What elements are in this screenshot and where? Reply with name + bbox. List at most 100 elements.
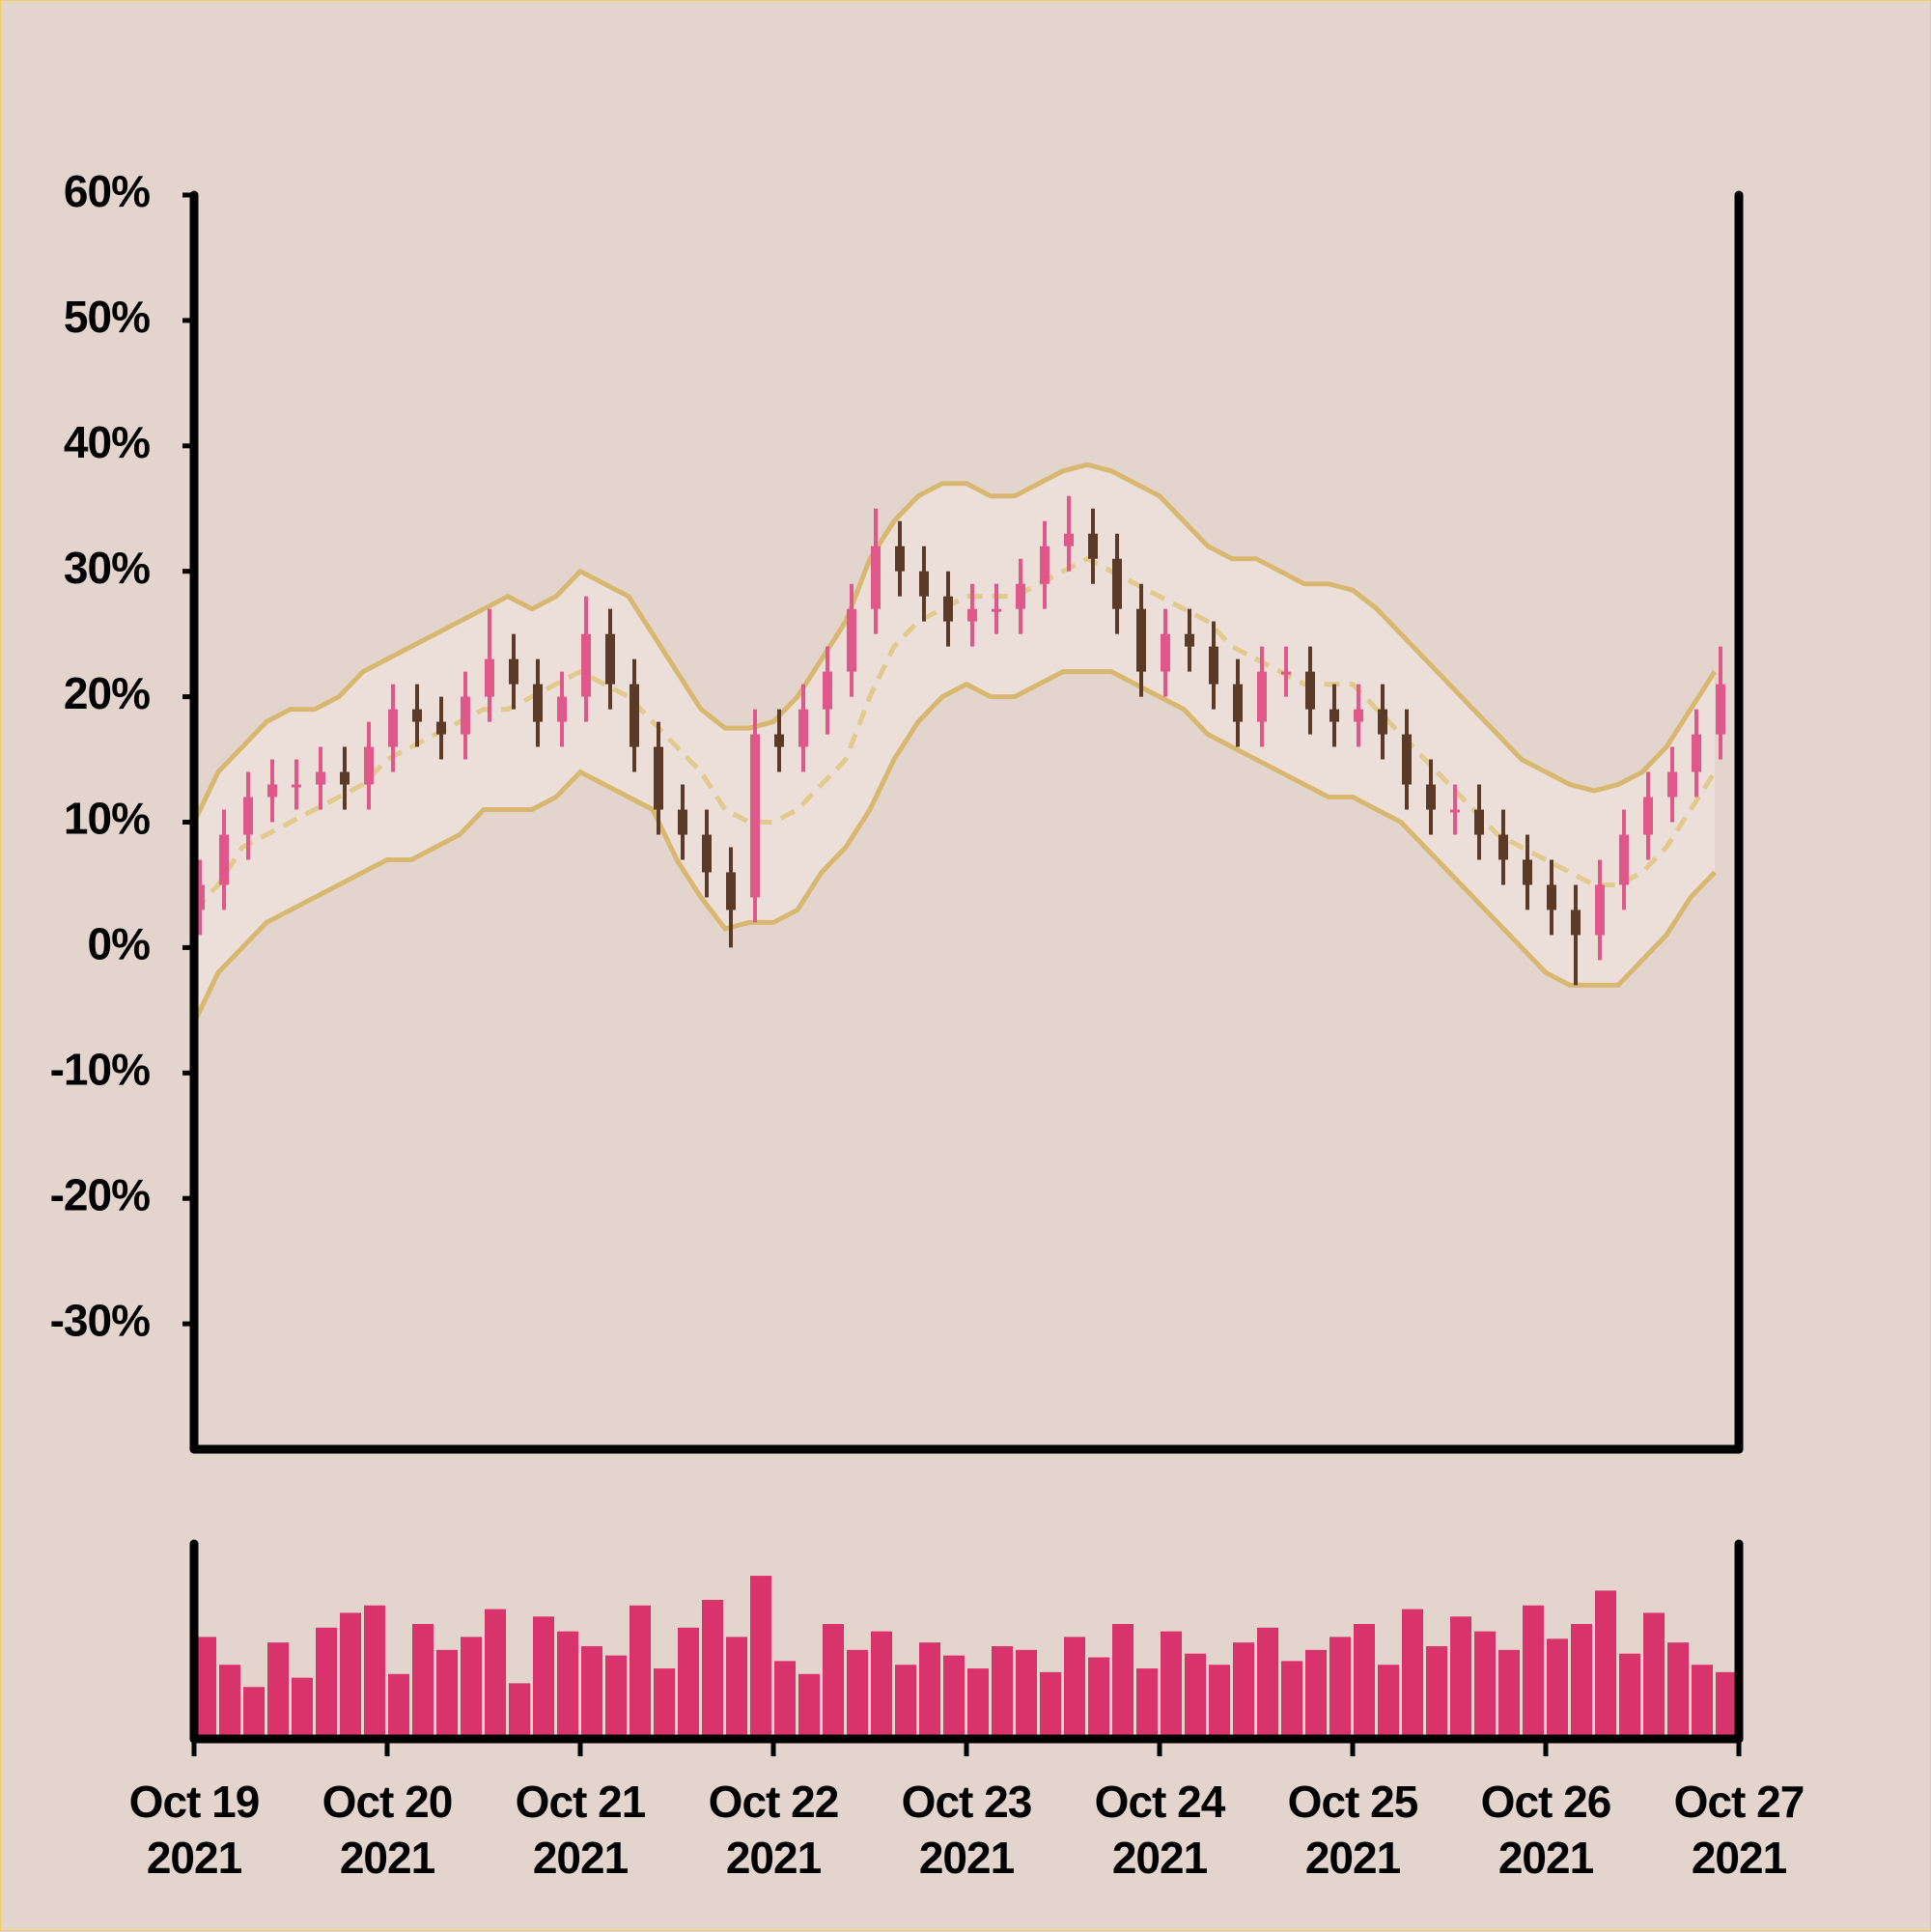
bar-body <box>195 884 205 910</box>
volume-bar <box>1716 1671 1737 1739</box>
volume-bar <box>847 1649 868 1739</box>
volume-bar <box>533 1616 554 1739</box>
x-tick-label: Oct 23 2021 <box>901 1777 1033 1883</box>
volume-bar <box>461 1637 482 1739</box>
y-tick-label: 60% <box>64 166 150 216</box>
bar-body <box>1716 684 1725 735</box>
volume-bar <box>1498 1649 1520 1739</box>
volume-bar <box>702 1600 723 1739</box>
y-tick-label: -30% <box>50 1295 150 1345</box>
y-tick-label: 40% <box>64 417 150 467</box>
bar-body <box>1667 771 1677 798</box>
volume-bar <box>292 1677 313 1739</box>
bar-body <box>485 658 494 697</box>
bar-body <box>919 571 929 597</box>
bar-body <box>1233 684 1243 722</box>
bar-body <box>992 608 1001 612</box>
volume-bar <box>1040 1671 1061 1739</box>
x-tick-label: Oct 22 2021 <box>708 1777 840 1883</box>
y-tick-label: 10% <box>64 794 150 844</box>
y-tick-label: 30% <box>64 543 150 593</box>
volume-bar <box>1595 1590 1616 1739</box>
bar-body <box>967 608 977 622</box>
bar-body <box>461 696 470 735</box>
volume-bar <box>1450 1616 1471 1739</box>
volume-bar <box>1185 1653 1206 1739</box>
bar-body <box>1305 671 1315 710</box>
x-tick-label: Oct 24 2021 <box>1094 1777 1226 1883</box>
bar-body <box>654 746 663 810</box>
bar-body <box>823 671 832 710</box>
x-tick-label: Oct 21 2021 <box>515 1777 647 1883</box>
bar-body <box>774 734 784 747</box>
y-tick-label: -20% <box>50 1169 150 1219</box>
x-tick-label: Oct 25 2021 <box>1287 1777 1419 1883</box>
bar-body <box>702 834 712 873</box>
volume-bar <box>1354 1623 1375 1739</box>
volume-bar <box>1619 1653 1640 1739</box>
bar-body <box>1523 859 1532 885</box>
volume-bar <box>195 1637 216 1739</box>
bar-body <box>1450 809 1460 813</box>
volume-bar <box>1209 1665 1230 1739</box>
bar-body <box>871 546 881 609</box>
volume-bar <box>1329 1637 1351 1739</box>
volume-bar <box>436 1649 458 1739</box>
bar-body <box>678 809 687 835</box>
volume-bar <box>340 1612 361 1739</box>
bar-body <box>1209 646 1218 685</box>
bar-body <box>750 734 760 898</box>
bar-body <box>509 658 518 685</box>
bar-body <box>436 721 446 735</box>
y-tick-label: 50% <box>64 292 150 342</box>
bar-body <box>1088 533 1098 559</box>
volume-bar <box>1281 1661 1302 1739</box>
bar-body <box>726 872 736 910</box>
band-line <box>192 555 1718 912</box>
bar-body <box>798 709 808 747</box>
x-tick-label: Oct 19 2021 <box>128 1777 261 1883</box>
bar-body <box>388 709 398 747</box>
volume-bar <box>630 1605 651 1739</box>
volume-bar <box>774 1661 796 1739</box>
volume-bar <box>967 1668 989 1739</box>
volume-bar <box>267 1642 289 1739</box>
bar-body <box>1402 734 1412 785</box>
x-tick-label: Oct 26 2021 <box>1480 1777 1612 1883</box>
volume-bar <box>1305 1649 1327 1739</box>
bar-body <box>1474 809 1484 835</box>
volume-bar <box>1257 1627 1278 1739</box>
volume-bar <box>919 1642 940 1739</box>
volume-bar <box>1571 1623 1592 1739</box>
bar-body <box>1378 709 1387 735</box>
volume-bar <box>1016 1649 1037 1739</box>
volume-bar <box>581 1646 602 1739</box>
bar-body <box>1161 633 1170 672</box>
volume-bar <box>750 1576 771 1739</box>
band-line <box>191 669 1717 1024</box>
bar-body <box>1136 608 1146 672</box>
volume-bar <box>943 1655 965 1739</box>
volume-bar <box>871 1631 892 1739</box>
volume-bar <box>678 1627 699 1739</box>
bar-body <box>412 709 422 722</box>
bar-body <box>219 834 229 885</box>
volume-bar <box>1136 1668 1158 1739</box>
bar-body <box>557 696 567 722</box>
volume-bar <box>1112 1623 1133 1739</box>
volume-bar <box>654 1668 675 1739</box>
volume-bar <box>1692 1665 1713 1739</box>
volume-bar <box>509 1683 530 1739</box>
bar-body <box>364 746 374 785</box>
volume-bar <box>1161 1631 1182 1739</box>
bar-body <box>630 684 639 747</box>
bar-body <box>1571 910 1581 936</box>
bar-body <box>581 633 591 697</box>
volume-bar <box>1064 1637 1085 1739</box>
volume-bar <box>1474 1631 1496 1739</box>
volume-bar <box>1378 1665 1399 1739</box>
bar-body <box>1040 546 1049 584</box>
bar-body <box>1281 671 1291 675</box>
